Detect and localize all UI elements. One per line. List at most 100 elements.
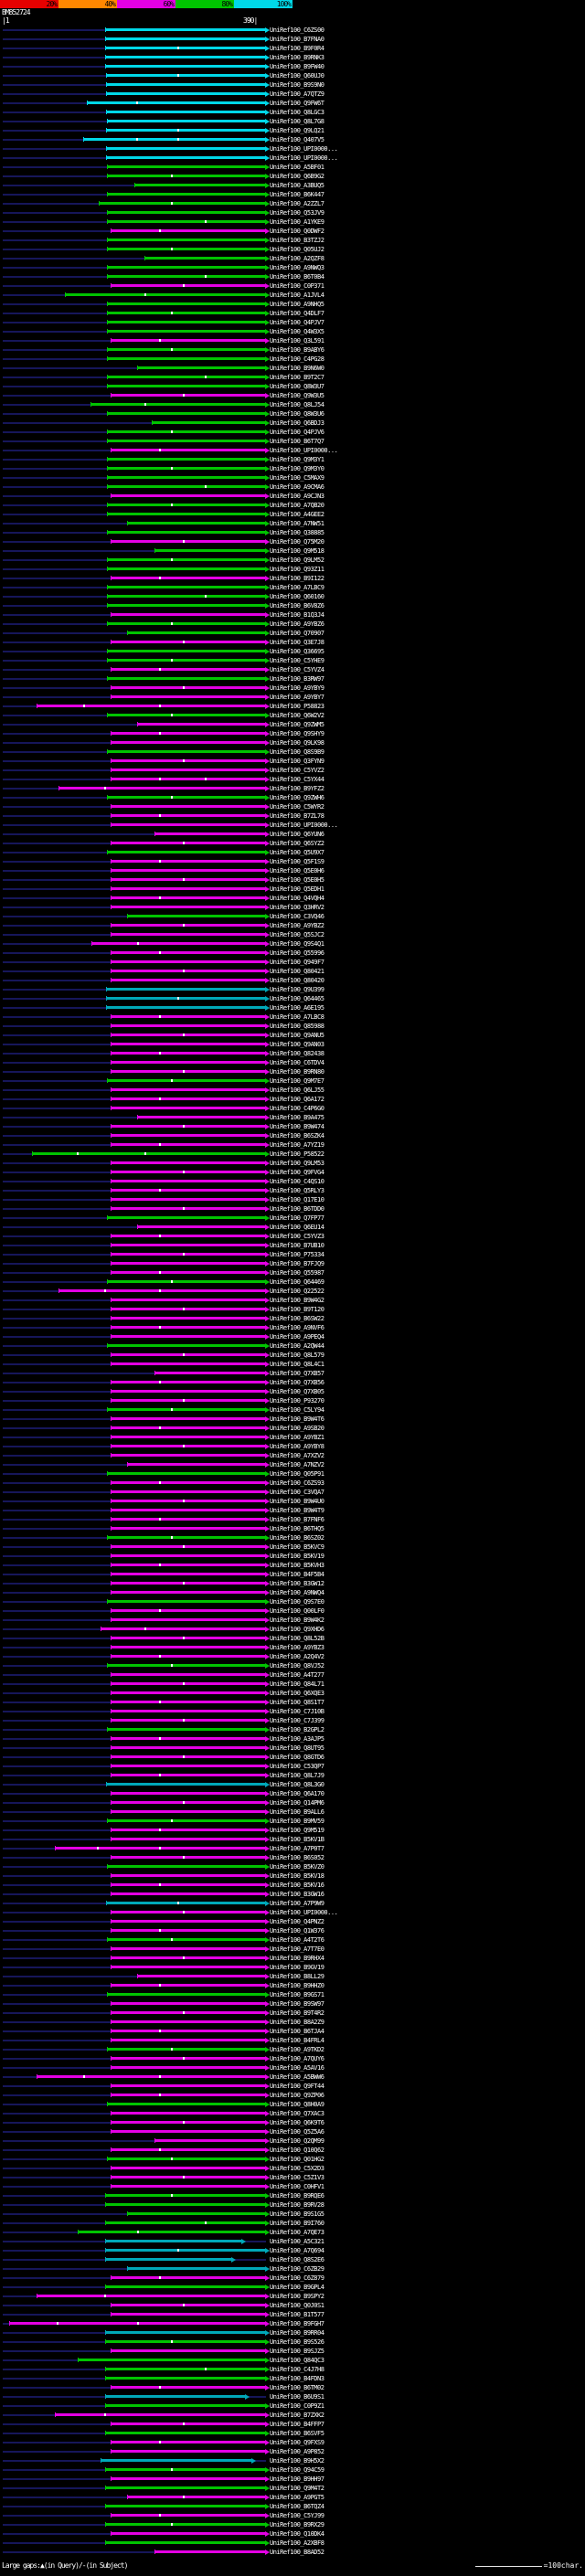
alignment-bar[interactable] [110,1299,265,1301]
hit-accession[interactable]: UniRef100_Q6YUN6 [270,831,324,838]
alignment-bar[interactable] [110,896,265,899]
alignment-bar[interactable] [144,257,265,260]
alignment-bar[interactable] [110,1673,265,1676]
hit-accession[interactable]: UniRef100_A5BWW6 [270,2073,324,2081]
alignment-bar[interactable] [110,1417,265,1420]
alignment-bar[interactable] [110,1527,265,1530]
hit-accession[interactable]: UniRef100_B9YFZ2 [270,785,324,792]
hit-accession[interactable]: UniRef100_Q6A170 [270,1790,324,1797]
alignment-bar[interactable] [110,1920,265,1923]
alignment-bar[interactable] [107,275,265,278]
alignment-bar[interactable] [110,1271,265,1274]
alignment-bar[interactable] [110,1161,265,1164]
hit-accession[interactable]: UniRef100_Q6W2V2 [270,712,324,719]
hit-accession[interactable]: UniRef100_B6SVF5 [270,2430,324,2437]
alignment-bar[interactable] [105,988,265,991]
hit-accession[interactable]: UniRef100_Q5Z5A6 [270,2128,324,2136]
hit-accession[interactable]: UniRef100_A7LBC9 [270,584,324,591]
hit-accession[interactable]: UniRef100_B6V8Z6 [270,602,324,610]
alignment-bar[interactable] [110,1966,265,1968]
hit-accession[interactable]: UniRef100_C0P9Z1 [270,2402,324,2410]
alignment-bar[interactable] [107,1938,265,1941]
alignment-bar[interactable] [110,933,265,936]
hit-accession[interactable]: UniRef100_B9W4K2 [270,1617,324,1624]
alignment-bar[interactable] [110,1801,265,1804]
hit-accession[interactable]: UniRef100_A1YKE9 [270,218,324,226]
hit-accession[interactable]: UniRef100_Q7XAC3 [270,2110,324,2117]
hit-accession[interactable]: UniRef100_Q60UJ0 [270,72,324,80]
hit-accession[interactable]: UniRef100_A9YBY9 [270,684,324,692]
hit-accession[interactable]: UniRef100_B9W4U0 [270,1498,324,1505]
hit-accession[interactable]: UniRef100_Q80420 [270,977,324,984]
hit-accession[interactable]: UniRef100_B9RR04 [270,2329,324,2337]
alignment-bar[interactable] [110,2386,265,2389]
alignment-bar[interactable] [83,138,265,141]
alignment-bar[interactable] [110,2441,265,2443]
hit-accession[interactable]: UniRef100_Q407V5 [270,136,324,143]
hit-accession[interactable]: UniRef100_B9I122 [270,575,324,582]
alignment-bar[interactable] [152,421,265,424]
hit-accession[interactable]: UniRef100_Q9ZP06 [270,2092,324,2099]
hit-accession[interactable]: UniRef100_B5KV19 [270,1553,324,1560]
hit-accession[interactable]: UniRef100_Q9SHY9 [270,730,324,737]
hit-accession[interactable]: UniRef100_C5YVZ2 [270,767,324,774]
hit-accession[interactable]: UniRef100_Q3FYN9 [270,758,324,765]
alignment-bar[interactable] [110,1564,265,1566]
alignment-bar[interactable] [105,56,265,58]
alignment-bar[interactable] [107,485,265,488]
hit-accession[interactable]: UniRef100_Q22522 [270,1288,324,1295]
alignment-bar[interactable] [110,1719,265,1722]
alignment-bar[interactable] [127,2496,265,2498]
alignment-bar[interactable] [110,1646,265,1648]
alignment-bar[interactable] [107,376,265,378]
hit-accession[interactable]: UniRef100_A9PGT5 [270,2494,324,2501]
hit-accession[interactable]: UniRef100_Q3HRV2 [270,904,324,911]
hit-accession[interactable]: UniRef100_Q5U9X7 [270,849,324,856]
hit-accession[interactable]: UniRef100_B6T7Q7 [270,438,324,445]
alignment-bar[interactable] [105,1902,265,1904]
alignment-bar[interactable] [107,504,265,506]
hit-accession[interactable]: UniRef100_Q4W3X5 [270,328,324,335]
alignment-bar[interactable] [107,302,265,305]
alignment-bar[interactable] [110,1554,265,1557]
alignment-bar[interactable] [110,1107,265,1109]
hit-accession[interactable]: UniRef100_B9GV19 [270,1964,324,1971]
alignment-bar[interactable] [110,1207,265,1210]
alignment-bar[interactable] [110,1353,265,1356]
alignment-bar[interactable] [107,239,265,241]
alignment-bar[interactable] [110,970,265,972]
hit-accession[interactable]: UniRef100_Q0DWF2 [270,228,324,235]
alignment-bar[interactable] [110,1317,265,1320]
alignment-bar[interactable] [127,2212,265,2215]
hit-accession[interactable]: UniRef100_C53QP7 [270,1763,324,1770]
hit-accession[interactable]: UniRef100_Q8UT95 [270,1744,324,1752]
alignment-bar[interactable] [105,2486,265,2489]
alignment-bar[interactable] [110,869,265,872]
alignment-bar[interactable] [105,156,265,159]
hit-accession[interactable]: UniRef100_A2XBF8 [270,2539,324,2547]
hit-accession[interactable]: UniRef100_B9A475 [270,1114,324,1121]
hit-accession[interactable]: UniRef100_Q9FXS9 [270,2439,324,2446]
alignment-bar[interactable] [105,2194,265,2197]
hit-accession[interactable]: UniRef100_Q9S7E0 [270,1598,324,1606]
alignment-bar[interactable] [110,2176,265,2178]
alignment-bar[interactable] [110,1189,265,1192]
hit-accession[interactable]: UniRef100_A9PEQ4 [270,1333,324,1341]
alignment-bar[interactable] [105,1783,265,1786]
alignment-bar[interactable] [110,2020,265,2023]
hit-accession[interactable]: UniRef100_B7FNA0 [270,36,324,43]
alignment-bar[interactable] [110,2276,265,2279]
hit-accession[interactable]: UniRef100_B9RNK3 [270,54,324,61]
alignment-bar[interactable] [110,1829,265,1831]
hit-accession[interactable]: UniRef100_Q7XB56 [270,1379,324,1386]
alignment-bar[interactable] [107,796,265,799]
hit-accession[interactable]: UniRef100_C6TDV4 [270,1059,324,1066]
hit-accession[interactable]: UniRef100_Q9ANU5 [270,1032,324,1039]
hit-accession[interactable]: UniRef100_Q05P91 [270,1470,324,1478]
alignment-bar[interactable] [110,1125,265,1128]
alignment-bar[interactable] [107,1408,265,1411]
hit-accession[interactable]: UniRef100_Q5RLY3 [270,1187,324,1194]
hit-accession[interactable]: UniRef100_B9FW40 [270,63,324,70]
hit-accession[interactable]: UniRef100_Q9LM52 [270,557,324,564]
hit-accession[interactable]: UniRef100_UPI0000... [270,447,338,454]
